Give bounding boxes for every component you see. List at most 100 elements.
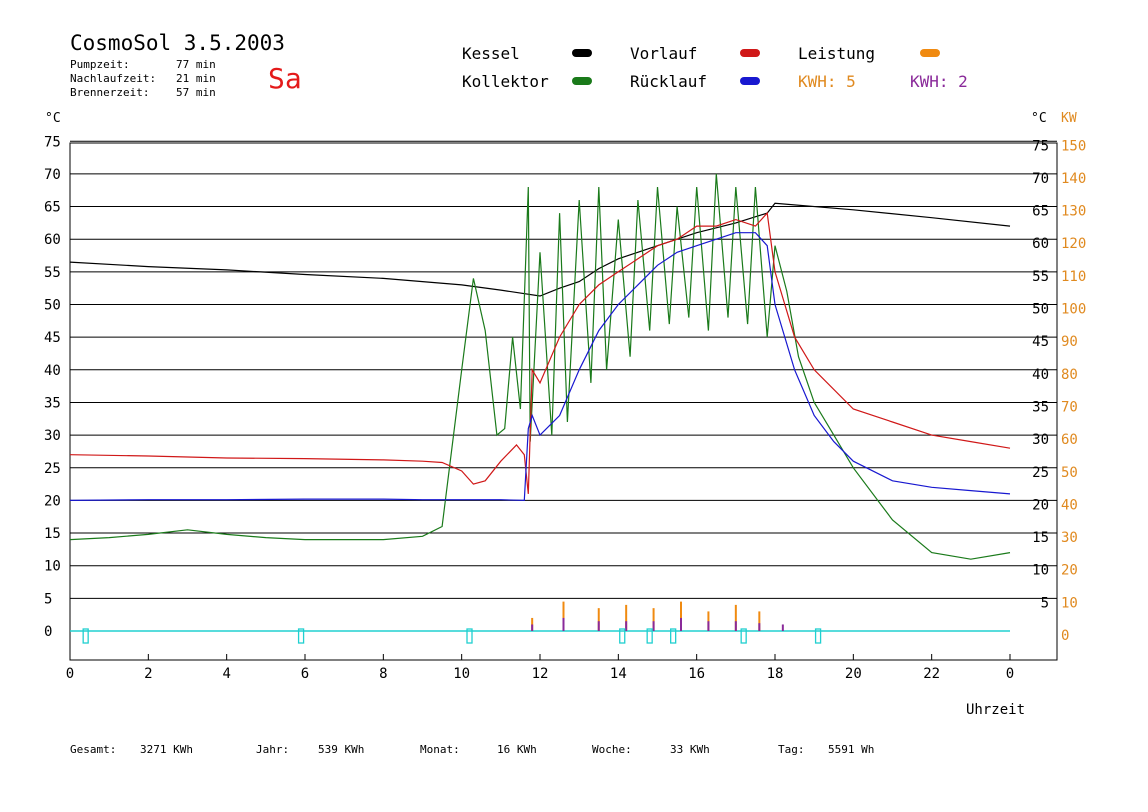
y-tick-left-20: 20: [44, 493, 61, 509]
stat-value-pumpzeit: 77 min: [176, 58, 216, 71]
y-tick-right-60: 60: [1032, 236, 1049, 252]
plot-frame: [69, 142, 1058, 661]
series-lines: [69, 173, 1011, 632]
y-tick-right-20: 20: [1032, 497, 1049, 513]
y-tick-right-10: 10: [1032, 563, 1049, 579]
stat-value-nachlaufzeit: 21 min: [176, 72, 216, 85]
x-axis-label: Uhrzeit: [966, 702, 1026, 718]
y-tick-right-70: 70: [1032, 171, 1049, 187]
pump-marker-0: [82, 628, 89, 644]
y-tick-kw-10: 10: [1061, 595, 1078, 611]
pump-marker-5: [670, 628, 677, 644]
y-tick-left-65: 65: [44, 200, 61, 216]
x-tick-12: 0: [1006, 666, 1014, 682]
y-tick-right-45: 45: [1032, 334, 1049, 350]
y-tick-kw-120: 120: [1061, 236, 1086, 252]
stat-label-pumpzeit: Pumpzeit:: [70, 58, 130, 71]
y-tick-kw-70: 70: [1061, 399, 1078, 415]
footer-tag-value: 5591 Wh: [828, 743, 875, 756]
legend-kessel-swatch: [572, 49, 592, 57]
legend-kwh-purple: KWH: 2: [910, 72, 968, 91]
page-title: CosmoSol 3.5.2003: [70, 31, 285, 55]
footer-woche-label: Woche:: [592, 743, 632, 756]
y-tick-kw-40: 40: [1061, 497, 1078, 513]
y-tick-kw-140: 140: [1061, 171, 1086, 187]
y-tick-kw-20: 20: [1061, 563, 1078, 579]
series-leistung-line: [531, 601, 761, 631]
pump-marker-2: [466, 628, 473, 644]
y-tick-right-55: 55: [1032, 269, 1049, 285]
y-tick-left-0: 0: [44, 624, 52, 640]
y-tick-left-75: 75: [44, 134, 61, 150]
pump-marker-1: [297, 628, 305, 644]
x-tick-9: 18: [767, 666, 784, 682]
legend-vorlauf-label: Vorlauf: [630, 44, 698, 63]
x-tick-1: 2: [144, 666, 152, 682]
y-tick-left-30: 30: [44, 428, 61, 444]
y-tick-kw-80: 80: [1061, 367, 1078, 383]
x-tick-3: 6: [301, 666, 309, 682]
x-tick-6: 12: [532, 666, 549, 682]
weekday-label: Sa: [268, 62, 302, 95]
footer-tag-label: Tag:: [778, 743, 805, 756]
y-tick-left-40: 40: [44, 363, 61, 379]
y-tick-kw-90: 90: [1061, 334, 1078, 350]
series-kollektor-line: [69, 173, 1011, 560]
y-tick-left-5: 5: [44, 591, 52, 607]
series-kwh-2-line: [531, 617, 784, 631]
y-tick-kw-130: 130: [1061, 204, 1086, 220]
x-tick-11: 22: [923, 666, 940, 682]
left-axis-unit: °C: [45, 111, 61, 126]
y-tick-kw-100: 100: [1061, 302, 1086, 318]
stat-label-nachlaufzeit: Nachlaufzeit:: [70, 72, 157, 85]
footer-gesamt-label: Gesamt:: [70, 743, 117, 756]
pump-marker-4: [646, 628, 653, 644]
y-tick-left-10: 10: [44, 559, 61, 575]
y-tick-kw-150: 150: [1061, 138, 1086, 154]
stat-value-brennerzeit: 57 min: [176, 86, 216, 99]
right-axis-unit: °C: [1031, 111, 1047, 126]
y-tick-left-55: 55: [44, 265, 61, 281]
y-tick-right-25: 25: [1032, 465, 1049, 481]
y-tick-kw-60: 60: [1061, 432, 1078, 448]
pump-marker-6: [740, 628, 747, 644]
x-tick-4: 8: [379, 666, 387, 682]
series-r-cklauf-line: [69, 232, 1011, 502]
legend-kollektor-label: Kollektor: [462, 72, 549, 91]
footer-woche-value: 33 KWh: [670, 743, 710, 756]
legend-leistung-label: Leistung: [798, 44, 876, 63]
y-tick-left-35: 35: [44, 395, 61, 411]
x-tick-5: 10: [453, 666, 470, 682]
footer-monat-value: 16 KWh: [497, 743, 537, 756]
legend-leistung-swatch: [920, 49, 940, 57]
x-tick-8: 16: [688, 666, 705, 682]
legend-ruecklauf-swatch: [740, 77, 760, 85]
horizontal-gridlines: [70, 140, 1057, 599]
footer-monat-label: Monat:: [420, 743, 460, 756]
legend-ruecklauf-label: Rücklauf: [630, 72, 708, 91]
pump-marker-7: [814, 628, 822, 644]
legend-kollektor-swatch: [572, 77, 592, 85]
pump-markers: [82, 628, 822, 644]
legend-vorlauf-swatch: [740, 49, 760, 57]
y-tick-right-40: 40: [1032, 367, 1049, 383]
y-tick-left-15: 15: [44, 526, 61, 542]
series-kessel-line: [69, 202, 1011, 297]
axis-ticks: 0510152025303540455055606570755101520253…: [44, 134, 1086, 682]
x-tick-2: 4: [222, 666, 230, 682]
y-tick-kw-0: 0: [1061, 628, 1069, 644]
y-tick-right-50: 50: [1032, 302, 1049, 318]
y-tick-kw-30: 30: [1061, 530, 1078, 546]
y-tick-right-30: 30: [1032, 432, 1049, 448]
pump-marker-3: [619, 628, 626, 644]
y-tick-kw-110: 110: [1061, 269, 1086, 285]
stat-label-brennerzeit: Brennerzeit:: [70, 86, 150, 99]
y-tick-right-5: 5: [1041, 595, 1049, 611]
legend-kessel-label: Kessel: [462, 44, 520, 63]
x-tick-0: 0: [66, 666, 74, 682]
y-tick-left-25: 25: [44, 461, 61, 477]
series-vorlauf-line: [69, 211, 1011, 494]
x-tick-7: 14: [610, 666, 627, 682]
footer-gesamt-value: 3271 KWh: [140, 743, 193, 756]
